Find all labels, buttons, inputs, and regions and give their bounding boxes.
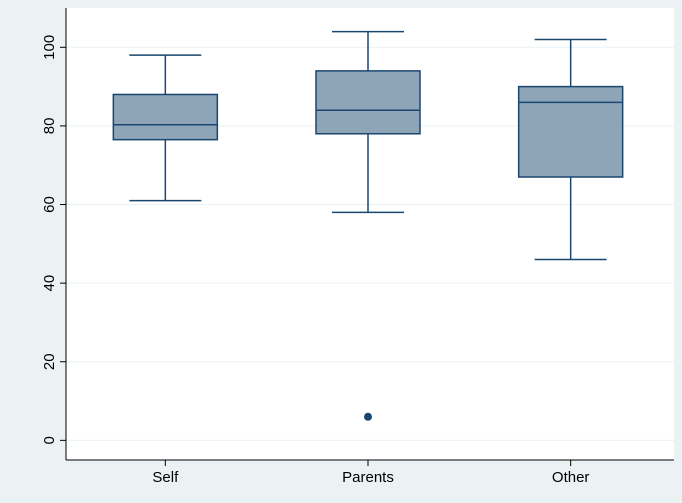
x-tick-label-parents: Parents [342, 469, 394, 486]
y-tick-label-100: 100 [41, 35, 58, 60]
y-tick-label-20: 20 [41, 353, 58, 370]
iqr-box-parents [315, 70, 421, 135]
y-tick-label-40: 40 [41, 275, 58, 292]
box-self [112, 54, 219, 202]
y-tick-label-0: 0 [41, 436, 58, 444]
box-other [517, 38, 624, 261]
x-tick-label-other: Other [552, 469, 590, 486]
iqr-box-self [112, 93, 219, 141]
y-tick-label-80: 80 [41, 118, 58, 135]
box-layer [112, 30, 624, 421]
iqr-box-other [517, 85, 624, 178]
box-parents [315, 30, 421, 421]
label-layer: 0 20 40 60 80 100 Self Parents Other [41, 35, 589, 486]
x-tick-label-self: Self [152, 469, 179, 486]
y-tick-label-60: 60 [41, 196, 58, 213]
axis-layer [60, 8, 674, 466]
outlier-point-parents-0 [364, 412, 372, 421]
